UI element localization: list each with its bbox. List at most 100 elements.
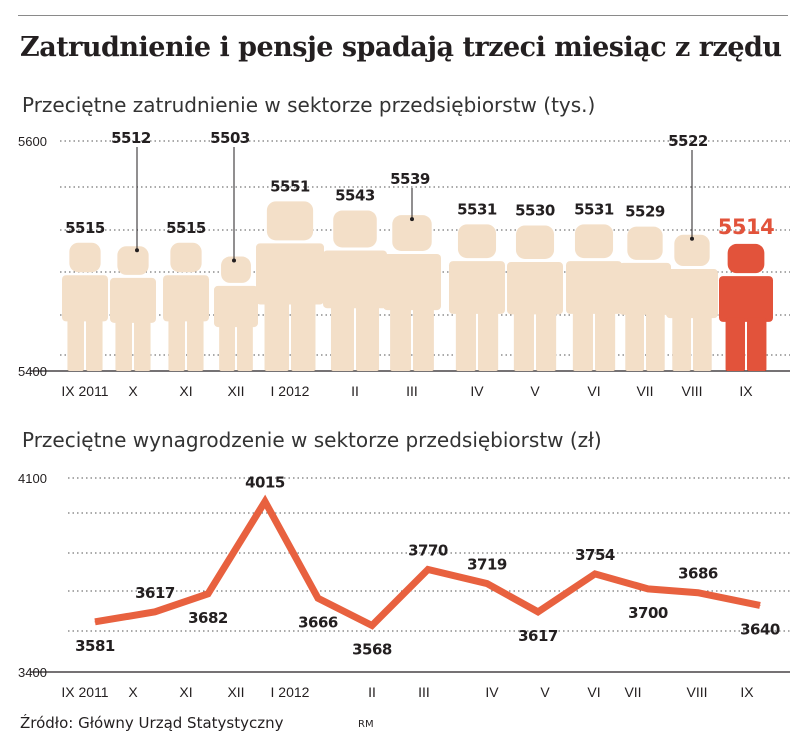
data-point	[486, 583, 488, 585]
data-point	[759, 604, 761, 606]
value-label: 3568	[352, 640, 392, 658]
value-label: 5531	[574, 200, 614, 218]
data-point	[594, 573, 596, 575]
figure-leg	[264, 300, 289, 371]
x-tick-label: III	[406, 383, 418, 399]
person-figure	[666, 234, 718, 371]
figure-torso	[449, 261, 505, 314]
x-tick-label: I 2012	[271, 383, 310, 399]
person-figure	[163, 242, 209, 371]
person-figure	[383, 215, 441, 371]
figure-head	[457, 224, 497, 259]
data-point	[697, 592, 699, 594]
x-tick-label: VII	[624, 684, 641, 700]
leader-dot	[232, 258, 236, 263]
figure-leg	[572, 309, 593, 371]
data-point	[94, 621, 96, 623]
person-figure	[449, 224, 505, 371]
value-label: 3581	[75, 637, 115, 655]
figure-torso	[323, 250, 387, 309]
value-label: 3682	[188, 609, 228, 627]
figure-leg	[646, 310, 665, 371]
wage-chart: 4100 3400 3581 IX 2011 3617 X 3682 XI 4015 XII 366…	[18, 471, 790, 700]
figure-leg	[413, 306, 434, 371]
figure-leg	[356, 304, 380, 371]
figure-leg	[513, 310, 534, 371]
figure-head	[674, 234, 710, 267]
figure-leg	[168, 317, 185, 371]
data-point	[647, 588, 649, 590]
infographic-title: Zatrudnienie i pensje spadają trzeci mie…	[20, 32, 782, 63]
figure-leg	[237, 323, 253, 371]
value-label: 3754	[575, 546, 615, 564]
figure-leg	[725, 317, 745, 371]
y-tick-label: 5400	[18, 364, 47, 379]
figure-leg	[134, 318, 151, 371]
data-point	[371, 624, 373, 626]
figure-leg	[390, 306, 411, 371]
x-tick-label: XI	[179, 383, 192, 399]
figure-leg	[115, 318, 132, 371]
figure-leg	[672, 314, 691, 371]
value-label: 3617	[135, 584, 175, 602]
figure-head	[627, 226, 663, 260]
value-label: 3700	[628, 604, 668, 622]
figure-head	[392, 215, 432, 251]
data-point	[317, 597, 319, 599]
figure-leg	[625, 310, 644, 371]
x-tick-label: XII	[227, 684, 244, 700]
value-label: 5530	[515, 202, 555, 220]
figure-leg	[595, 309, 616, 371]
figure-leg	[187, 317, 204, 371]
x-tick-label: IX	[739, 383, 753, 399]
wage-chart-title: Przeciętne wynagrodzenie w sektorze prze…	[22, 428, 602, 452]
value-label: 3770	[408, 541, 448, 559]
figure-leg	[219, 323, 235, 371]
x-tick-label: X	[128, 383, 138, 399]
person-figure	[619, 226, 671, 371]
person-figure	[566, 224, 622, 371]
figure-head	[266, 201, 314, 241]
x-tick-label: II	[351, 383, 359, 399]
figure-torso	[256, 243, 324, 305]
value-label: 5531	[457, 200, 497, 218]
x-tick-label: VIII	[686, 684, 707, 700]
figure-head	[221, 256, 251, 283]
x-tick-label: VI	[587, 383, 600, 399]
value-label: 3719	[467, 556, 507, 574]
x-tick-label: V	[530, 383, 540, 399]
y-tick-label: 5600	[18, 134, 47, 149]
figure-leg	[455, 309, 476, 371]
employment-chart-title: Przeciętne zatrudnienie w sektorze przed…	[22, 93, 596, 117]
x-tick-label: VIII	[681, 383, 702, 399]
x-tick-label: IV	[485, 684, 499, 700]
figure-head	[515, 225, 555, 259]
figure-head	[117, 246, 149, 275]
x-tick-label: IX	[740, 684, 754, 700]
value-label: 5529	[625, 203, 665, 221]
x-tick-label: IX 2011	[61, 383, 108, 399]
figure-torso	[62, 275, 108, 322]
leader-dot	[135, 248, 139, 253]
highlight-value-label: 5514	[718, 215, 774, 239]
figure-torso	[110, 277, 156, 323]
value-label: 3640	[740, 620, 780, 638]
figure-leg	[67, 317, 84, 371]
figure-leg	[330, 304, 354, 371]
author-credit: RM	[358, 719, 374, 730]
figure-torso	[163, 275, 209, 322]
x-tick-label: II	[368, 684, 376, 700]
figure-leg	[86, 317, 103, 371]
figure-leg	[536, 310, 557, 371]
x-tick-label: V	[540, 684, 550, 700]
value-label: 3686	[678, 565, 718, 583]
value-label: 3617	[518, 627, 558, 645]
value-label: 5543	[335, 187, 375, 205]
leader-dot	[410, 217, 414, 222]
figure-torso	[383, 253, 441, 311]
x-tick-label: I 2012	[271, 684, 310, 700]
figure-head	[170, 242, 202, 273]
source-note: Źródło: Główny Urząd Statystyczny	[20, 714, 284, 732]
person-figure	[256, 201, 324, 371]
x-tick-label: IV	[470, 383, 484, 399]
